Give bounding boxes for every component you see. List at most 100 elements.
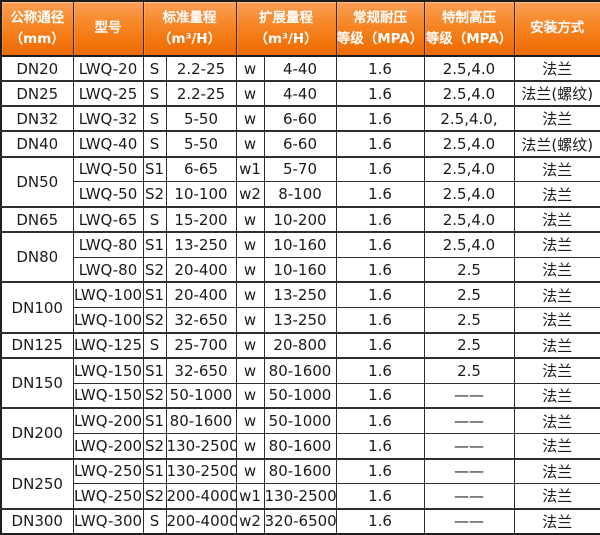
cell-high-pressure: 2.5,4.0 (423, 181, 515, 208)
cell-installation: 法兰 (513, 256, 600, 283)
cell-dn: DN20 (0, 54, 74, 82)
cell-ext-range: 10-200 (263, 205, 337, 233)
table-row: DN20 LWQ-20 S 2.2-25 w 4-40 1.6 2.5,4.0 法兰 (0, 54, 600, 82)
cell-std-range: 32-650 (165, 307, 237, 334)
cell-ext-code: w (235, 54, 265, 82)
table-row: DN200 LWQ-200 S1 80-1600 w 50-1000 1.6 —— 法兰 (0, 407, 600, 460)
cell-ext-range: 130-2500 (263, 483, 337, 510)
header-normal-pressure: 常规耐压 等级（MPA） (335, 0, 425, 57)
cell-std-range: 130-2500 (165, 432, 237, 460)
cell-std-range: 2.2-25 (165, 54, 237, 82)
header-extended-range: 扩展量程 （m³/H） (235, 0, 337, 57)
cell-model: LWQ-125 (72, 331, 144, 359)
table-row: LWQ-100 S2 32-650 w 13-250 1.6 2.5 法兰 (1, 307, 600, 334)
cell-std-code: S (142, 507, 167, 535)
cell-model: LWQ-250 (72, 483, 144, 510)
cell-high-pressure: 2.5,4.0 (423, 54, 515, 82)
cell-std-code: S1 (142, 281, 167, 309)
cell-model: LWQ-200 (72, 432, 144, 460)
cell-installation: 法兰 (513, 356, 600, 384)
cell-ext-range: 13-250 (263, 307, 337, 334)
cell-installation: 法兰 (513, 205, 600, 233)
cell-std-code: S1 (142, 231, 167, 258)
cell-installation: 法兰 (513, 105, 600, 132)
cell-installation: 法兰(螺纹) (513, 80, 600, 107)
cell-ext-range: 50-1000 (263, 382, 337, 409)
cell-ext-range: 13-250 (263, 281, 337, 309)
cell-ext-code: w2 (235, 181, 265, 208)
cell-std-range: 130-2500 (165, 457, 237, 485)
cell-std-code: S2 (142, 432, 167, 460)
cell-std-range: 200-4000 (165, 483, 237, 510)
header-standard-range: 标准量程 （m³/H） (142, 0, 237, 57)
cell-dn: DN150 (0, 356, 74, 409)
cell-normal-pressure: 1.6 (335, 382, 425, 409)
cell-installation: 法兰 (513, 331, 600, 359)
cell-normal-pressure: 1.6 (335, 181, 425, 208)
cell-dn: DN300 (0, 507, 74, 535)
cell-std-code: S2 (142, 382, 167, 409)
cell-std-code: S (142, 54, 167, 82)
cell-model: LWQ-250 (72, 457, 144, 485)
cell-normal-pressure: 1.6 (335, 105, 425, 132)
cell-high-pressure: 2.5 (423, 331, 515, 359)
cell-std-range: 20-400 (165, 281, 237, 309)
cell-dn: DN25 (0, 80, 74, 107)
table-body: DN20 LWQ-20 S 2.2-25 w 4-40 1.6 2.5,4.0 法兰 DN25 L… (0, 54, 600, 535)
cell-ext-range: 6-60 (263, 105, 337, 132)
cell-std-code: S (142, 130, 167, 158)
table-row: LWQ-80 S2 20-400 w 10-160 1.6 2.5 法兰 (1, 256, 600, 283)
cell-normal-pressure: 1.6 (335, 331, 425, 359)
cell-model: LWQ-50 (72, 181, 144, 208)
cell-std-range: 20-400 (165, 256, 237, 283)
cell-installation: 法兰 (513, 382, 600, 409)
table-row: LWQ-150 S2 50-1000 w 50-1000 1.6 —— 法兰 (1, 382, 600, 409)
cell-dn: DN40 (0, 130, 74, 158)
cell-std-code: S1 (142, 407, 167, 434)
cell-normal-pressure: 1.6 (335, 155, 425, 183)
cell-high-pressure: 2.5,4.0, (423, 105, 515, 132)
table-row: DN80 LWQ-80 S1 13-250 w 10-160 1.6 2.5,4.0 法兰 (0, 231, 600, 283)
cell-normal-pressure: 1.6 (335, 231, 425, 258)
table-row: LWQ-50 S2 10-100 w2 8-100 1.6 2.5,4.0 法兰 (1, 181, 600, 208)
cell-std-code: S1 (142, 457, 167, 485)
table-row: LWQ-250 S2 200-4000 w1 130-2500 1.6 —— 法兰 (1, 483, 600, 510)
cell-dn: DN50 (0, 155, 74, 208)
cell-std-range: 25-700 (165, 331, 237, 359)
cell-high-pressure: —— (423, 382, 515, 409)
cell-std-range: 5-50 (165, 105, 237, 132)
cell-high-pressure: 2.5,4.0 (423, 80, 515, 107)
cell-std-code: S1 (142, 356, 167, 384)
cell-std-range: 80-1600 (165, 407, 237, 434)
cell-std-range: 15-200 (165, 205, 237, 233)
cell-installation: 法兰(螺纹) (513, 130, 600, 158)
cell-ext-code: w (235, 256, 265, 283)
table-row: DN65 LWQ-65 S 15-200 w 10-200 1.6 2.5,4.0 法兰 (0, 205, 600, 233)
cell-std-code: S2 (142, 256, 167, 283)
cell-installation: 法兰 (513, 507, 600, 535)
cell-high-pressure: 2.5,4.0 (423, 231, 515, 258)
cell-high-pressure: 2.5 (423, 356, 515, 384)
cell-ext-code: w (235, 130, 265, 158)
cell-normal-pressure: 1.6 (335, 507, 425, 535)
cell-high-pressure: —— (423, 507, 515, 535)
cell-installation: 法兰 (513, 307, 600, 334)
cell-normal-pressure: 1.6 (335, 281, 425, 309)
cell-model: LWQ-80 (72, 231, 144, 258)
cell-ext-code: w (235, 205, 265, 233)
cell-ext-code: w1 (235, 483, 265, 510)
cell-dn: DN125 (0, 331, 74, 359)
cell-installation: 法兰 (513, 407, 600, 434)
cell-dn: DN65 (0, 205, 74, 233)
cell-model: LWQ-65 (72, 205, 144, 233)
cell-high-pressure: —— (423, 483, 515, 510)
header-row: 公称通径 （mm） 型号 标准量程 （m³/H） 扩展量程 （m³/H） 常规耐… (0, 0, 600, 57)
cell-ext-code: w (235, 105, 265, 132)
table-row: DN50 LWQ-50 S1 6-65 w1 5-70 1.6 2.5,4.0 法兰 (0, 155, 600, 208)
cell-std-code: S (142, 205, 167, 233)
cell-ext-range: 8-100 (263, 181, 337, 208)
cell-normal-pressure: 1.6 (335, 54, 425, 82)
cell-normal-pressure: 1.6 (335, 432, 425, 460)
cell-ext-code: w (235, 356, 265, 384)
table-row: DN250 LWQ-250 S1 130-2500 w 80-1600 1.6 —— 法兰 (0, 457, 600, 510)
